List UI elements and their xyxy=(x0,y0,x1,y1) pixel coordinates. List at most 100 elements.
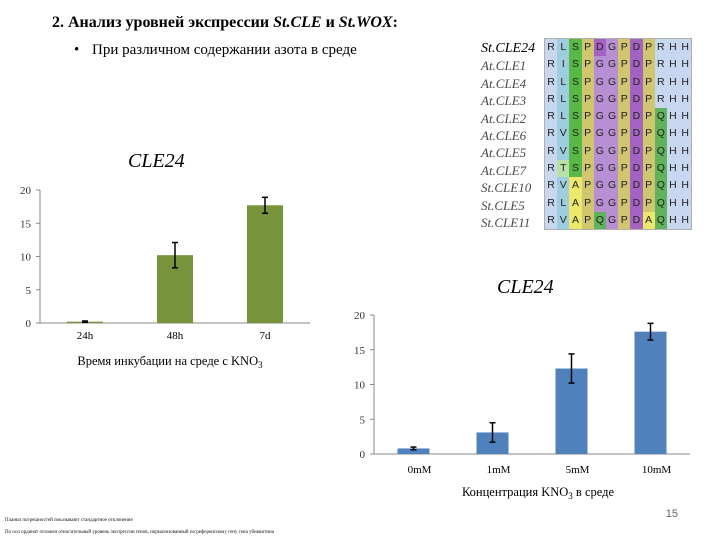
residue: D xyxy=(630,177,643,195)
residue: H xyxy=(666,39,680,57)
residue: A xyxy=(569,177,582,195)
residue: P xyxy=(642,73,655,91)
residue: S xyxy=(569,73,582,91)
residue: G xyxy=(605,177,619,195)
residue: H xyxy=(679,108,692,126)
bar xyxy=(397,448,430,454)
residue: P xyxy=(581,125,594,143)
chart1-title: CLE24 xyxy=(128,150,185,172)
residue: A xyxy=(642,211,655,230)
heading-gene-stwox: St.WOX xyxy=(338,14,393,31)
y-tick-label: 5 xyxy=(360,414,366,426)
residue: H xyxy=(666,194,680,212)
residue: P xyxy=(618,125,631,143)
sequence-name: At.CLE7 xyxy=(481,162,527,178)
residue: R xyxy=(545,125,558,143)
sequence-name: At.CLE2 xyxy=(481,110,527,126)
residue: R xyxy=(545,142,558,161)
residue: V xyxy=(557,177,570,195)
y-tick-label: 15 xyxy=(20,218,32,230)
residue: A xyxy=(569,211,582,230)
residue: G xyxy=(605,194,619,212)
x-axis-title: Время инкубации на среде с KNO3 xyxy=(77,354,263,370)
y-tick-label: 15 xyxy=(354,345,366,357)
sequence-name: At.CLE6 xyxy=(481,127,527,143)
residue: G xyxy=(593,160,606,178)
residue: D xyxy=(630,211,643,230)
sequence-name: At.CLE3 xyxy=(481,93,527,109)
x-axis-title: Концентрация KNO3 в среде xyxy=(462,485,615,501)
residue: G xyxy=(605,90,619,109)
residue: P xyxy=(642,194,655,212)
residue: D xyxy=(630,142,643,161)
residue: V xyxy=(557,142,570,161)
residue: P xyxy=(581,90,594,109)
sequence-name: St.CLE11 xyxy=(481,214,531,230)
residue: G xyxy=(593,194,606,212)
residue: P xyxy=(618,194,631,212)
bar xyxy=(634,331,667,454)
residue: G xyxy=(605,211,619,230)
residue: R xyxy=(545,56,558,74)
residue: Q xyxy=(593,211,606,230)
residue: P xyxy=(581,160,594,178)
residue: I xyxy=(557,56,570,74)
x-category-label: 10mM xyxy=(642,464,672,476)
alignment-sequence-names: St.CLE24 At.CLE1 At.CLE4 At.CLE3 At.CLE2 At.C… xyxy=(481,40,535,231)
sequence-name: St.CLE5 xyxy=(481,197,525,213)
residue: R xyxy=(545,211,558,230)
residue: H xyxy=(679,90,692,109)
residue: G xyxy=(593,90,606,109)
residue: P xyxy=(642,56,655,74)
residue: H xyxy=(666,211,680,230)
footnote-y-axis: По оси ординат отложен относительный уро… xyxy=(5,530,274,535)
heading-number: 2. xyxy=(52,14,64,31)
residue: P xyxy=(581,73,594,91)
residue: L xyxy=(557,39,570,57)
x-category-label: 0mM xyxy=(408,464,432,476)
residue: P xyxy=(581,39,594,57)
x-category-label: 24h xyxy=(77,330,94,342)
residue: S xyxy=(569,90,582,109)
x-category-label: 48h xyxy=(167,330,184,342)
residue: H xyxy=(679,39,692,57)
residue: H xyxy=(666,160,680,178)
slide-heading: 2. Анализ уровней экспрессии St.CLE и St… xyxy=(52,14,398,32)
residue: H xyxy=(666,73,680,91)
residue: G xyxy=(593,56,606,74)
residue: P xyxy=(642,108,655,126)
residue: H xyxy=(679,125,692,143)
residue: R xyxy=(545,90,558,109)
residue: Q xyxy=(654,142,667,161)
heading-text: Анализ уровней экспрессии xyxy=(68,14,274,31)
residue: P xyxy=(642,125,655,143)
sequence-name: At.CLE1 xyxy=(481,58,527,74)
residue: H xyxy=(679,142,692,161)
residue: S xyxy=(569,125,582,143)
residue: R xyxy=(545,39,558,57)
residue: D xyxy=(630,39,643,57)
residue: A xyxy=(569,194,582,212)
residue: P xyxy=(618,160,631,178)
heading-conjunction: и xyxy=(321,14,339,31)
bullet-icon: • xyxy=(74,42,80,58)
residue: D xyxy=(593,39,606,57)
chart2-title: CLE24 xyxy=(497,276,554,298)
residue: D xyxy=(630,73,643,91)
residue: P xyxy=(581,56,594,74)
residue: G xyxy=(593,73,606,91)
residue: Q xyxy=(654,177,667,195)
residue: S xyxy=(569,142,582,161)
residue: D xyxy=(630,160,643,178)
residue: H xyxy=(679,211,692,230)
x-category-label: 5mM xyxy=(566,464,590,476)
